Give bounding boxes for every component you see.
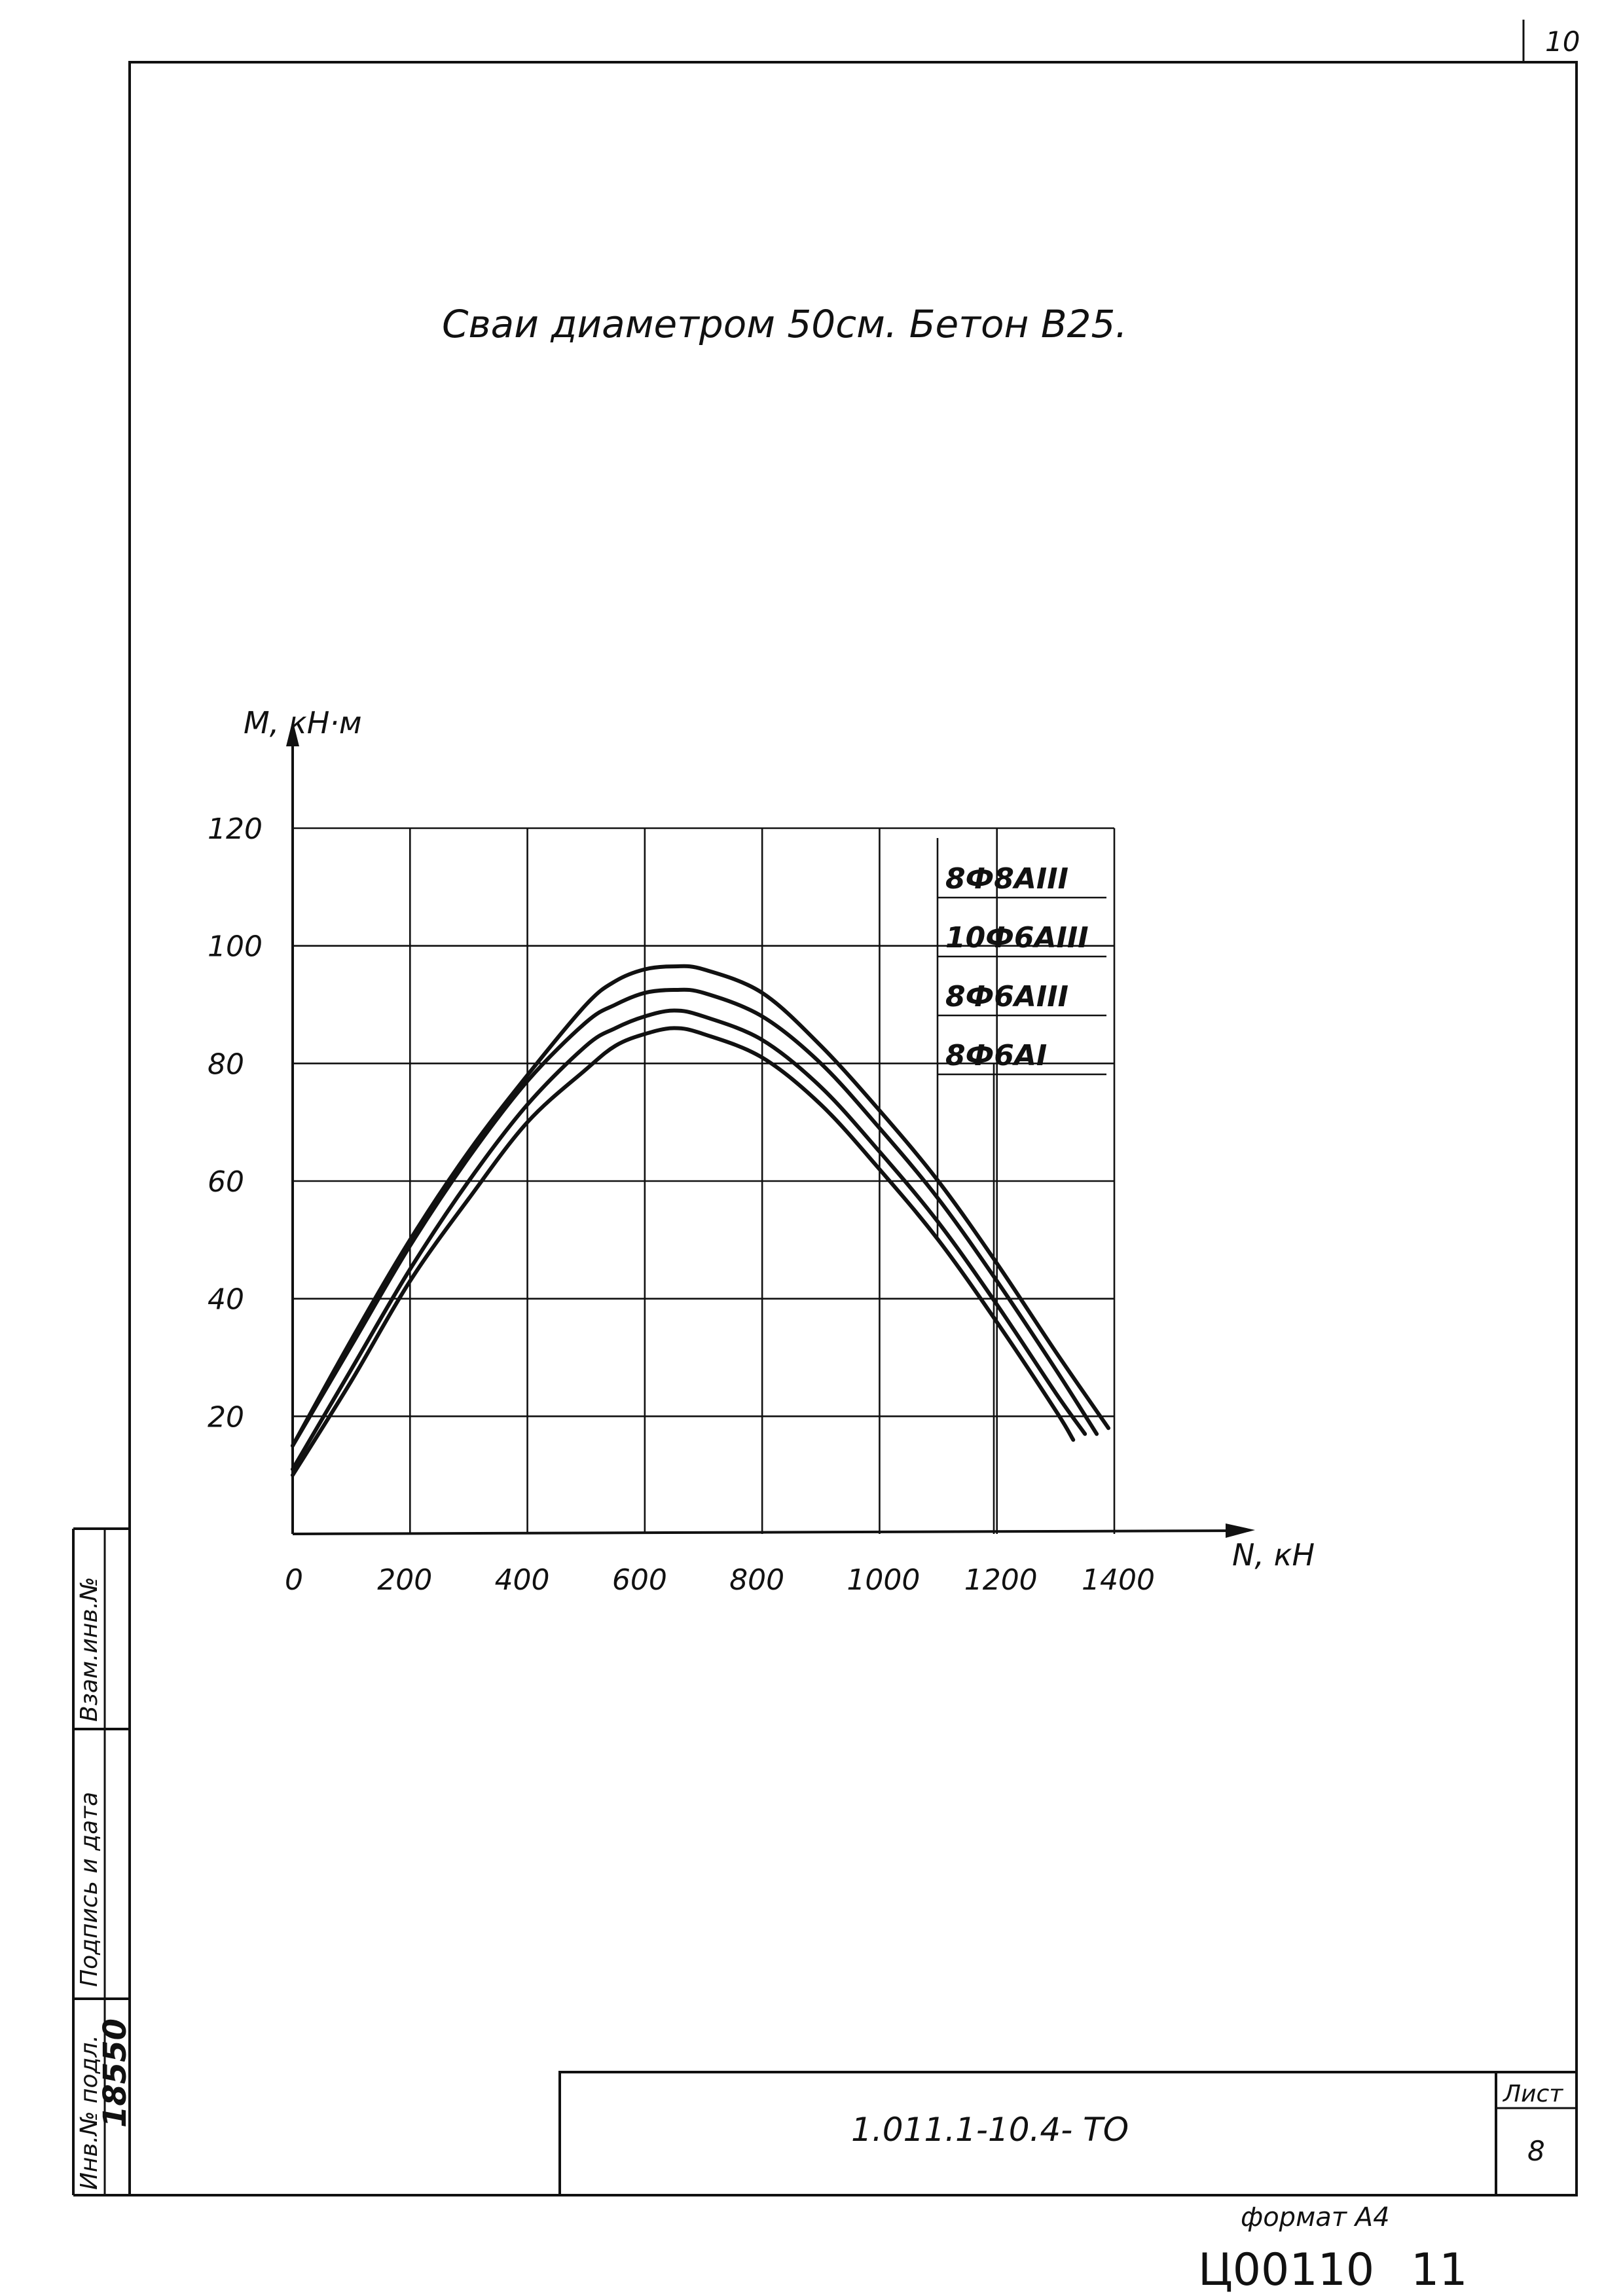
x-tick-label-600: 600 [612,1563,667,1597]
y-tick-label-100: 100 [208,930,263,964]
sheet-label: Лист [1502,2081,1563,2107]
x-axis-arrow [1226,1523,1255,1538]
label-signature-date: Подпись и дата [76,1792,103,1987]
legend-label-3: 8Ф6АIII [945,980,1068,1013]
series-line-2 [291,987,1099,1448]
y-tick-label-80: 80 [208,1048,244,1081]
x-axis-line [292,1529,1246,1535]
x-tick-label-1200: 1200 [964,1563,1038,1597]
series-line-3 [291,1008,1087,1472]
chart-area: 0 200 400 600 800 1000 1200 1400 20 40 60 80 100 120 М… [208,705,1315,1597]
x-tick-label-200: 200 [377,1563,432,1597]
bottom-code: Ц00110 [1198,2244,1374,2296]
inv-value: 18550 [97,2018,134,2128]
sheet-corner-number: 10 [1545,26,1580,58]
legend-label-1: 8Ф8АIII [945,862,1068,896]
y-tick-label-60: 60 [208,1165,244,1199]
y-axis-label: М, кН·м [244,705,362,740]
drawing-frame [128,61,1578,2196]
y-axis-arrow [286,720,299,746]
y-tick-label-40: 40 [208,1283,244,1317]
x-axis-label: N, кН [1232,1537,1315,1573]
title-block [558,2071,1578,2196]
x-tick-label-1000: 1000 [847,1563,920,1597]
x-tick-label-800: 800 [729,1563,784,1597]
sheet-number: 8 [1527,2135,1545,2167]
y-tick-label-120: 120 [208,812,263,846]
legend-label-2: 10Ф6АIII [945,921,1089,955]
x-tick-label-1400: 1400 [1082,1563,1155,1597]
x-tick-label-0: 0 [285,1563,303,1597]
doc-code: 1.011.1-10.4- ТО [851,2111,1129,2149]
legend-label-4: 8Ф6АI [945,1039,1047,1072]
label-replace-inv: Взам.инв.№ [76,1576,103,1722]
format-label: формат А4 [1241,2202,1390,2232]
chart-title: Сваи диаметром 50см. Бетон В25. [442,302,1127,346]
y-tick-label-20: 20 [208,1400,244,1434]
x-tick-label-400: 400 [495,1563,550,1597]
bottom-number: 11 [1411,2244,1468,2296]
series-line-4 [291,1026,1076,1478]
series-line-1 [291,964,1111,1448]
label-inv-orig: Инв.№ подл. [76,2035,103,2190]
